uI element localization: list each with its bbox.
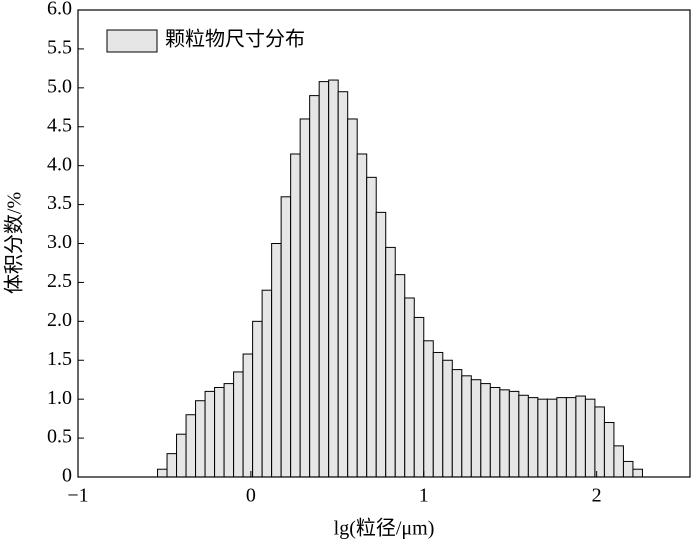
bar bbox=[195, 400, 206, 478]
y-tick-label: 0 bbox=[62, 465, 72, 487]
bar bbox=[603, 422, 615, 478]
y-tick-label: 0.5 bbox=[47, 426, 72, 448]
bar bbox=[309, 95, 320, 478]
bar bbox=[423, 340, 434, 478]
bar bbox=[318, 81, 330, 478]
bar bbox=[480, 383, 491, 478]
y-tick-label: 5.5 bbox=[47, 37, 72, 59]
bar bbox=[242, 353, 254, 478]
bar bbox=[394, 274, 406, 478]
x-tick-label: 2 bbox=[592, 485, 602, 507]
y-tick-label: 5.0 bbox=[47, 75, 72, 97]
bar bbox=[442, 359, 453, 478]
bar bbox=[470, 379, 482, 478]
y-tick-label: 1.5 bbox=[47, 348, 72, 370]
bar bbox=[556, 397, 567, 478]
bar bbox=[385, 246, 396, 478]
bar bbox=[508, 390, 520, 478]
bar bbox=[489, 386, 501, 478]
bar bbox=[176, 433, 187, 478]
bar bbox=[518, 394, 529, 478]
bar bbox=[347, 118, 358, 478]
y-tick-label: 4.5 bbox=[47, 114, 72, 136]
bar bbox=[413, 316, 425, 478]
bar bbox=[575, 395, 586, 478]
y-tick-label: 4.0 bbox=[47, 153, 72, 175]
bar bbox=[166, 453, 178, 478]
bar bbox=[204, 390, 216, 478]
bar bbox=[527, 397, 539, 478]
bar bbox=[584, 398, 596, 478]
bar bbox=[546, 398, 558, 478]
y-tick-label: 3.5 bbox=[47, 192, 72, 214]
bar bbox=[461, 375, 472, 478]
bar bbox=[299, 118, 311, 478]
bar bbox=[280, 196, 292, 478]
y-tick-label: 2.0 bbox=[47, 309, 72, 331]
bar bbox=[223, 383, 235, 478]
bar bbox=[290, 153, 301, 478]
bar bbox=[632, 468, 643, 478]
bar bbox=[261, 289, 273, 478]
bar bbox=[613, 445, 624, 478]
bar bbox=[366, 176, 377, 478]
bar bbox=[233, 371, 244, 478]
bar bbox=[337, 91, 349, 478]
bar bbox=[328, 79, 339, 478]
y-tick-label: 6.0 bbox=[47, 0, 72, 20]
bar bbox=[432, 351, 444, 478]
y-tick-label: 1.0 bbox=[47, 387, 72, 409]
bar bbox=[271, 243, 282, 478]
bar bbox=[214, 386, 225, 478]
bar bbox=[451, 369, 463, 478]
y-tick-label: 2.5 bbox=[47, 270, 72, 292]
legend-swatch bbox=[106, 29, 158, 53]
x-tick-label: −1 bbox=[67, 485, 88, 507]
y-axis-label: 体积分数/% bbox=[3, 192, 26, 294]
bar bbox=[356, 153, 368, 478]
bar bbox=[404, 297, 415, 478]
x-tick-label: 1 bbox=[419, 485, 429, 507]
bar bbox=[499, 389, 510, 478]
y-tick-label: 3.0 bbox=[47, 231, 72, 253]
bar bbox=[594, 406, 605, 478]
x-tick-label: 0 bbox=[246, 485, 256, 507]
bar bbox=[252, 320, 263, 478]
bar bbox=[622, 460, 634, 478]
bar bbox=[185, 414, 197, 478]
x-axis-label: lg(粒径/μm) bbox=[334, 517, 435, 540]
bar bbox=[157, 468, 168, 478]
bar bbox=[537, 398, 548, 478]
legend-label: 颗粒物尺寸分布 bbox=[165, 28, 305, 51]
bar bbox=[565, 397, 577, 478]
bar bbox=[375, 211, 387, 478]
